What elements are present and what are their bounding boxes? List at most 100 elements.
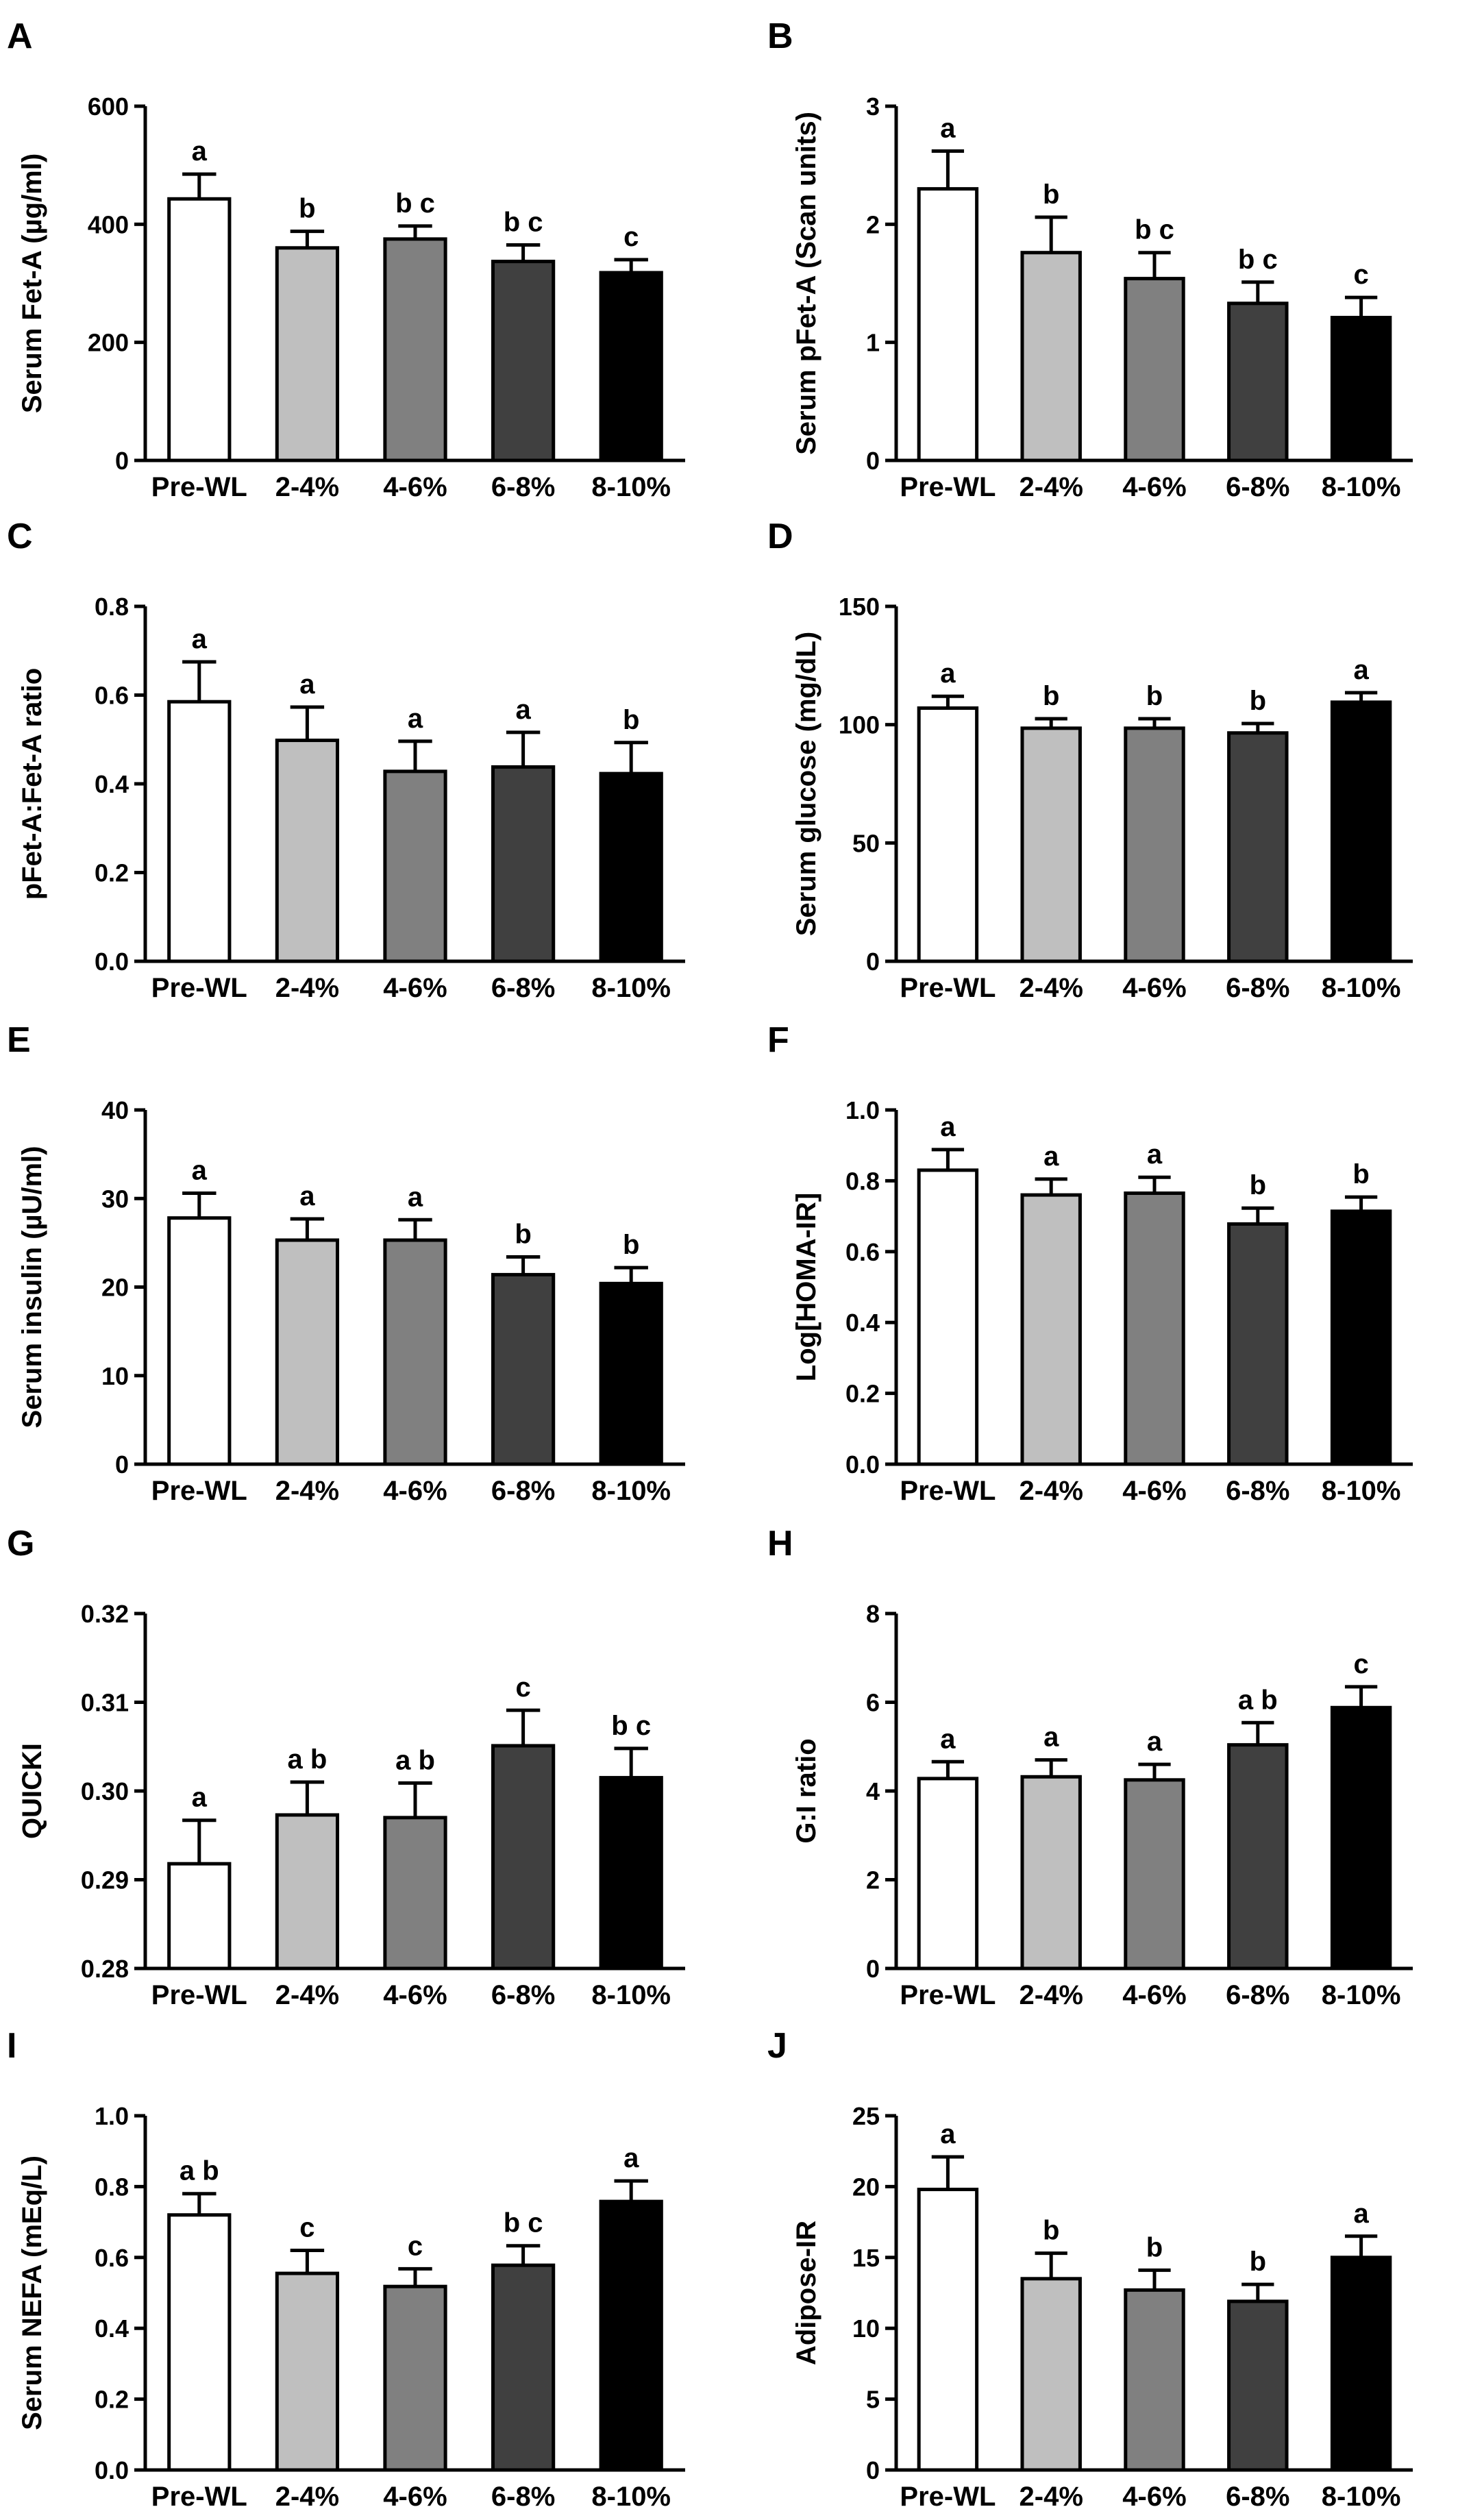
bar-4-6-: [1124, 277, 1185, 462]
x-tick-label: 6-8%: [1226, 1980, 1289, 2010]
significance-label: a: [1147, 1727, 1163, 1757]
significance-label: b c: [504, 2208, 543, 2238]
bar-8-10-: [599, 1776, 663, 1971]
y-tick-label: 0.2: [95, 859, 129, 887]
y-tick-label: 1: [866, 329, 880, 357]
y-tick-label: 20: [101, 1274, 129, 1302]
y-tick-label: 0.30: [81, 1777, 129, 1805]
significance-label: c: [515, 1672, 530, 1703]
bar-2-4-: [1020, 2277, 1082, 2472]
bar-4-6-: [383, 1816, 447, 1971]
significance-label: a: [940, 113, 956, 143]
y-tick-label: 100: [839, 711, 880, 739]
bar-4-6-: [1124, 1778, 1185, 1971]
bar-8-10-: [599, 1281, 663, 1466]
significance-label: a b: [180, 2156, 219, 2186]
bar-6-8-: [1227, 1222, 1289, 1466]
significance-label: a: [1043, 1722, 1059, 1753]
y-tick-label: 0: [115, 1450, 129, 1479]
x-tick-label: 4-6%: [383, 1476, 447, 1506]
x-tick-label: 8-10%: [591, 472, 671, 502]
x-tick-label: 8-10%: [1322, 1980, 1401, 2010]
significance-label: a: [940, 658, 956, 689]
y-tick-label: 0.4: [95, 2314, 129, 2343]
y-tick-label: 0.32: [81, 1600, 129, 1628]
y-tick-label: 10: [852, 2314, 880, 2343]
x-tick-label: Pre-WL: [151, 1476, 247, 1506]
bar-4-6-: [383, 237, 447, 462]
y-tick-label: 1.0: [95, 2102, 129, 2130]
x-tick-label: 8-10%: [1322, 2482, 1401, 2512]
bar-pre-wl: [917, 2188, 979, 2472]
x-tick-label: 4-6%: [1122, 1980, 1186, 2010]
significance-label: b: [1250, 1170, 1266, 1200]
y-tick-label: 50: [852, 829, 880, 857]
significance-label: b: [1146, 681, 1163, 711]
y-axis-title: Serum insulin (µU/ml): [17, 1146, 47, 1429]
significance-label: b c: [1238, 245, 1278, 275]
bar-8-10-: [1330, 700, 1392, 963]
y-tick-label: 200: [88, 329, 129, 357]
significance-label: a: [299, 1181, 315, 1211]
significance-label: a: [623, 2143, 639, 2173]
x-tick-label: 2-4%: [275, 2482, 339, 2512]
significance-label: b c: [395, 188, 435, 219]
significance-label: a b: [395, 1745, 435, 1775]
significance-label: a: [1353, 2199, 1369, 2229]
y-tick-label: 15: [852, 2244, 880, 2272]
x-tick-label: 6-8%: [491, 472, 555, 502]
bar-8-10-: [599, 271, 663, 462]
y-tick-label: 0.4: [95, 770, 129, 798]
significance-label: c: [623, 222, 639, 252]
bar-4-6-: [383, 2284, 447, 2472]
y-tick-label: 2: [866, 210, 880, 238]
bar-2-4-: [1020, 1775, 1082, 1971]
y-tick-label: 0: [115, 447, 129, 475]
panel-g: G QUICKI 0.28 0.29 0.30 0.31 0.32 a Pre-WL a b 2-4…: [7, 1524, 685, 2010]
bar-4-6-: [1124, 2288, 1185, 2472]
y-tick-label: 0: [866, 447, 880, 475]
x-tick-label: 4-6%: [1122, 1476, 1186, 1506]
x-tick-label: 2-4%: [1020, 973, 1083, 1003]
y-tick-label: 0.4: [845, 1309, 880, 1337]
bar-pre-wl: [917, 1168, 979, 1466]
y-axis-title: Log[HOMA-IR]: [791, 1193, 821, 1381]
bar-2-4-: [275, 1813, 340, 1971]
x-tick-label: Pre-WL: [151, 472, 247, 502]
panel-letter: B: [767, 16, 793, 56]
bar-6-8-: [491, 765, 556, 963]
bar-4-6-: [1124, 726, 1185, 963]
x-tick-label: 4-6%: [383, 1980, 447, 2010]
x-tick-label: 8-10%: [1322, 472, 1401, 502]
significance-label: b c: [1135, 215, 1174, 245]
y-tick-label: 3: [866, 92, 880, 121]
significance-label: a: [192, 1155, 208, 1185]
x-tick-label: 8-10%: [591, 2482, 671, 2512]
bar-2-4-: [1020, 726, 1082, 963]
y-tick-label: 10: [101, 1362, 129, 1390]
y-tick-label: 5: [866, 2386, 880, 2414]
bar-6-8-: [1227, 731, 1289, 963]
significance-label: b: [1043, 180, 1059, 210]
significance-label: a: [515, 695, 531, 725]
y-axis-title: Serum Fet-A (µg/ml): [17, 153, 47, 413]
x-tick-label: 6-8%: [1226, 472, 1289, 502]
y-tick-label: 0.6: [95, 2244, 129, 2272]
x-tick-label: Pre-WL: [151, 2482, 247, 2512]
bar-2-4-: [1020, 251, 1082, 462]
y-tick-label: 0.8: [95, 593, 129, 621]
x-tick-label: Pre-WL: [900, 2482, 996, 2512]
significance-label: c: [1353, 1649, 1368, 1679]
x-tick-label: Pre-WL: [900, 973, 996, 1003]
panel-letter: H: [767, 1524, 793, 1564]
significance-label: a: [1043, 1141, 1059, 1172]
y-axis-title: QUICKI: [17, 1743, 47, 1839]
panel-b: B Serum pFet-A (Scan units) 0 1 2 3 a Pre-WL b 2-…: [767, 16, 1413, 502]
panel-letter: E: [7, 1020, 31, 1060]
x-tick-label: 4-6%: [383, 973, 447, 1003]
y-tick-label: 600: [88, 92, 129, 121]
x-tick-label: 6-8%: [491, 1476, 555, 1506]
x-tick-label: 6-8%: [1226, 1476, 1289, 1506]
bar-4-6-: [1124, 1191, 1185, 1466]
